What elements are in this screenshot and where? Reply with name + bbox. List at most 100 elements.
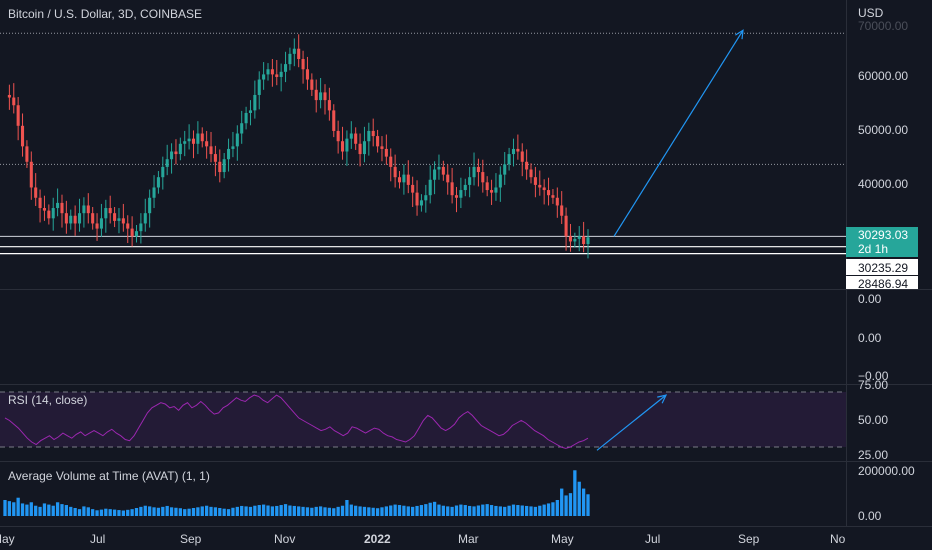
volume-bar [542, 504, 546, 516]
volume-legend-label[interactable]: Average Volume at Time (AVAT) (1, 1) [8, 469, 210, 483]
volume-bar [476, 505, 481, 516]
candle-body [362, 141, 366, 155]
volume-bar [51, 505, 55, 516]
candle-body [126, 223, 130, 229]
candle-body [367, 130, 371, 142]
candle-body [327, 100, 331, 111]
candle-body [113, 213, 117, 221]
time-label-nov-2021: Nov [274, 532, 295, 546]
candle-body [196, 133, 200, 144]
price-scale[interactable]: USD 70000.00 60000.00 50000.00 40000.00 … [846, 6, 918, 291]
volume-bars[interactable] [3, 470, 590, 516]
blank-pane[interactable]: 0.00 0.00 −0.00 [858, 292, 889, 383]
volume-bar [253, 505, 257, 516]
volume-bar [472, 506, 476, 516]
symbol-title[interactable]: Bitcoin / U.S. Dollar, 3D, COINBASE [8, 7, 202, 21]
candle-body [560, 205, 564, 216]
candle-body [235, 133, 239, 147]
volume-bar [432, 501, 437, 516]
candle-body [573, 238, 577, 242]
candle-body [380, 146, 384, 149]
volume-bar [459, 504, 463, 516]
currency-label[interactable]: USD [858, 6, 884, 20]
volume-bar [485, 504, 489, 516]
candle-body [564, 215, 568, 237]
candle-body [170, 151, 174, 160]
candle-body [257, 79, 261, 95]
time-label-jul-2022: Jul [645, 532, 660, 546]
candle-body [454, 195, 459, 198]
current-price-label: 30293.03 [858, 228, 908, 242]
volume-bar [498, 506, 502, 516]
marker-price-tag-1[interactable] [846, 259, 918, 275]
marker-price-tag-2[interactable] [846, 276, 918, 289]
candle-body [143, 213, 147, 224]
horizontal-levels[interactable] [0, 32, 846, 255]
volume-bar [12, 502, 16, 516]
candle-body [47, 210, 51, 219]
volume-bar [441, 505, 445, 516]
volume-bar [411, 506, 415, 516]
candle-body [209, 146, 213, 155]
candle-body [288, 53, 292, 65]
volume-bar [108, 509, 112, 516]
volume-bar [156, 507, 161, 516]
blank-pane-tick-mid: 0.00 [858, 331, 882, 345]
candle-body [56, 202, 60, 209]
volume-bar [169, 507, 174, 516]
volume-pane[interactable]: Average Volume at Time (AVAT) (1, 1) 200… [3, 464, 915, 523]
candlestick-series[interactable] [7, 34, 590, 259]
volume-bar [450, 506, 454, 516]
candle-body [336, 130, 340, 142]
time-label-may-2022: May [551, 532, 574, 546]
volume-bar [354, 505, 358, 516]
price-pane[interactable]: Bitcoin / U.S. Dollar, 3D, COINBASE [0, 7, 846, 259]
rsi-projection-arrow-line[interactable] [596, 394, 667, 451]
volume-bar [516, 505, 520, 516]
marker-price-label-1: 30235.29 [858, 261, 908, 275]
projection-arrow-line[interactable] [613, 29, 744, 237]
volume-bar [564, 495, 568, 516]
volume-bar [187, 508, 191, 516]
candle-body [69, 215, 73, 224]
volume-bar [371, 507, 375, 516]
volume-bar [196, 507, 200, 516]
candle-body [297, 48, 301, 59]
rsi-line[interactable] [4, 394, 589, 449]
volume-bar [73, 508, 77, 516]
candle-body [419, 200, 423, 206]
volume-bar [336, 506, 340, 516]
candle-body [64, 213, 68, 224]
candle-body [340, 141, 345, 152]
volume-bar [25, 504, 29, 516]
time-axis[interactable]: May Jul Sep Nov 2022 Mar May Jul Sep No [0, 532, 846, 546]
rsi-projection-arrow-head[interactable] [657, 394, 668, 404]
volume-bar [560, 488, 564, 516]
candle-body [34, 187, 38, 198]
volume-bar [529, 506, 533, 516]
candle-body [397, 177, 402, 183]
volume-bar [29, 502, 33, 516]
price-tick-50000: 50000.00 [858, 123, 908, 137]
rsi-legend-label[interactable]: RSI (14, close) [8, 393, 87, 407]
rsi-pane[interactable]: RSI (14, close) 75.00 50.00 25.00 [0, 378, 888, 462]
volume-bar [446, 506, 450, 516]
time-label-nov-2022: No [830, 532, 846, 546]
candle-body [275, 74, 279, 77]
volume-bar [244, 506, 248, 516]
volume-bar [367, 507, 371, 516]
candle-body [73, 215, 77, 224]
volume-bar [152, 507, 156, 516]
current-price-tag[interactable] [846, 227, 918, 257]
volume-bar [174, 507, 178, 516]
volume-bar [555, 500, 559, 516]
volume-bar [235, 506, 239, 516]
volume-bar [481, 504, 485, 516]
volume-bar [226, 509, 231, 516]
volume-bar [323, 507, 327, 516]
volume-bar [279, 505, 283, 516]
projection-arrow-head[interactable] [735, 29, 744, 40]
rsi-band-fill [0, 392, 846, 447]
volume-bar [191, 508, 196, 516]
